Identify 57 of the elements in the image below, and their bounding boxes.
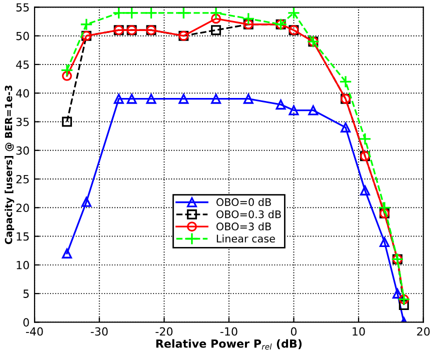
- point: [125, 7, 138, 20]
- x-tick-label: -30: [90, 327, 108, 336]
- point: [378, 201, 391, 214]
- x-tick-label: 20: [417, 327, 430, 336]
- y-tick-label: 10: [16, 260, 29, 270]
- legend-label: OBO=0.3 dB: [216, 210, 281, 218]
- y-tick-label: 0: [23, 318, 29, 327]
- point: [339, 75, 352, 88]
- point: [379, 237, 390, 248]
- x-axis-title: Relative Power P$_{rel}$ (dB): [156, 339, 302, 350]
- point: [358, 132, 372, 146]
- point: [398, 300, 409, 310]
- point: [210, 7, 222, 20]
- y-tick-label: 5: [23, 290, 29, 298]
- x-tick-label: -40: [26, 327, 43, 336]
- point: [243, 94, 254, 104]
- y-tick-label: 40: [16, 89, 29, 98]
- point: [288, 105, 299, 116]
- point: [60, 64, 74, 77]
- point: [211, 94, 221, 104]
- point: [392, 288, 402, 299]
- point: [177, 7, 190, 20]
- y-tick-label: 35: [16, 118, 29, 126]
- point: [360, 185, 370, 196]
- legend-label: Linear case: [216, 234, 275, 243]
- x-tick-label: -20: [156, 327, 172, 336]
- point: [80, 18, 93, 31]
- point: [81, 196, 92, 207]
- point: [211, 14, 221, 24]
- point: [62, 70, 72, 81]
- y-tick-label: 20: [16, 204, 29, 212]
- point: [114, 94, 124, 104]
- y-tick-label: 15: [16, 232, 29, 241]
- point: [287, 7, 300, 20]
- point: [178, 94, 189, 104]
- point: [276, 100, 286, 110]
- point: [126, 94, 137, 104]
- y-tick-label: 25: [16, 174, 29, 184]
- point: [62, 248, 72, 258]
- x-tick-label: 10: [352, 327, 365, 336]
- point: [146, 94, 156, 104]
- point: [242, 12, 255, 26]
- point: [112, 7, 126, 20]
- y-tick-label: 55: [16, 3, 29, 12]
- y-tick-label: 50: [16, 32, 29, 40]
- x-tick-label: -10: [220, 327, 238, 336]
- y-tick-label: 45: [16, 60, 29, 69]
- y-tick-label: 30: [16, 146, 29, 155]
- point: [211, 25, 221, 36]
- point: [62, 116, 72, 127]
- y-axis-title: Capacity [users] @ BER=1e-3: [4, 86, 14, 244]
- legend-label: OBO=0 dB: [216, 198, 271, 206]
- point: [308, 105, 318, 116]
- legend-label: OBO=3 dB: [216, 222, 271, 230]
- point: [144, 7, 158, 20]
- x-tick-label: 0: [290, 327, 297, 336]
- point: [340, 122, 351, 132]
